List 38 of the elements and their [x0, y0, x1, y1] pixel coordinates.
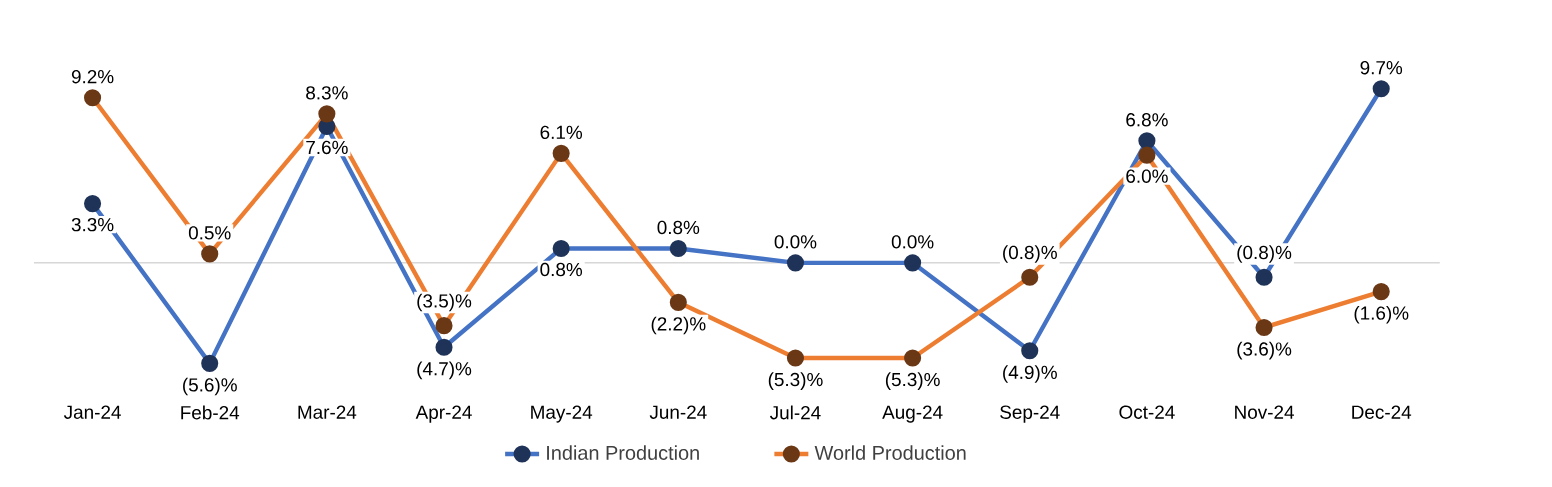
data-label: 9.7%	[1360, 60, 1403, 75]
x-tick-label: Mar-24	[298, 405, 357, 419]
data-label: (1.6)%	[1354, 305, 1409, 324]
x-tick-label: Jan-24	[63, 405, 121, 419]
data-label: (4.9)%	[1003, 365, 1057, 383]
legend-label: Indian Production	[547, 445, 699, 460]
data-label: 7.6%	[306, 140, 348, 155]
data-label: 0.0%	[774, 235, 817, 249]
data-label: 8.3%	[306, 86, 348, 100]
legend-label: World Production	[814, 445, 966, 460]
x-tick-label: Feb-24	[181, 405, 240, 420]
data-label: (3.6)%	[1237, 341, 1292, 360]
x-tick-label: Dec-24	[1352, 405, 1412, 419]
x-tick-label: Aug-24	[882, 405, 943, 423]
data-label: 6.0%	[1126, 169, 1168, 183]
data-label: 0.8%	[540, 262, 583, 277]
data-label: 0.0%	[891, 235, 934, 249]
data-label: (5.3)%	[768, 372, 823, 390]
data-label: 0.5%	[188, 226, 231, 240]
data-label: (4.7)%	[417, 361, 472, 380]
data-label: 9.2%	[71, 69, 114, 84]
data-label: (5.3)%	[885, 372, 940, 390]
x-tick-label: Apr-24	[415, 405, 472, 423]
x-tick-label: Sep-24	[1000, 405, 1060, 423]
data-label: (5.6)%	[183, 377, 237, 396]
data-label: 6.1%	[540, 125, 583, 139]
data-label: 6.8%	[1126, 113, 1168, 127]
x-tick-label: Jul-24	[769, 405, 821, 420]
x-tick-label: May-24	[531, 405, 593, 423]
data-label: (0.8)%	[1003, 245, 1057, 263]
data-label: (3.5)%	[417, 293, 472, 312]
data-label: 3.3%	[71, 217, 114, 232]
x-tick-label: Jun-24	[649, 405, 707, 419]
x-tick-label: Nov-24	[1235, 405, 1294, 419]
x-tick-label: Oct-24	[1119, 405, 1175, 419]
data-label: 0.8%	[657, 220, 700, 235]
data-label: (2.2)%	[651, 316, 706, 335]
data-label: (0.8)%	[1237, 245, 1292, 263]
